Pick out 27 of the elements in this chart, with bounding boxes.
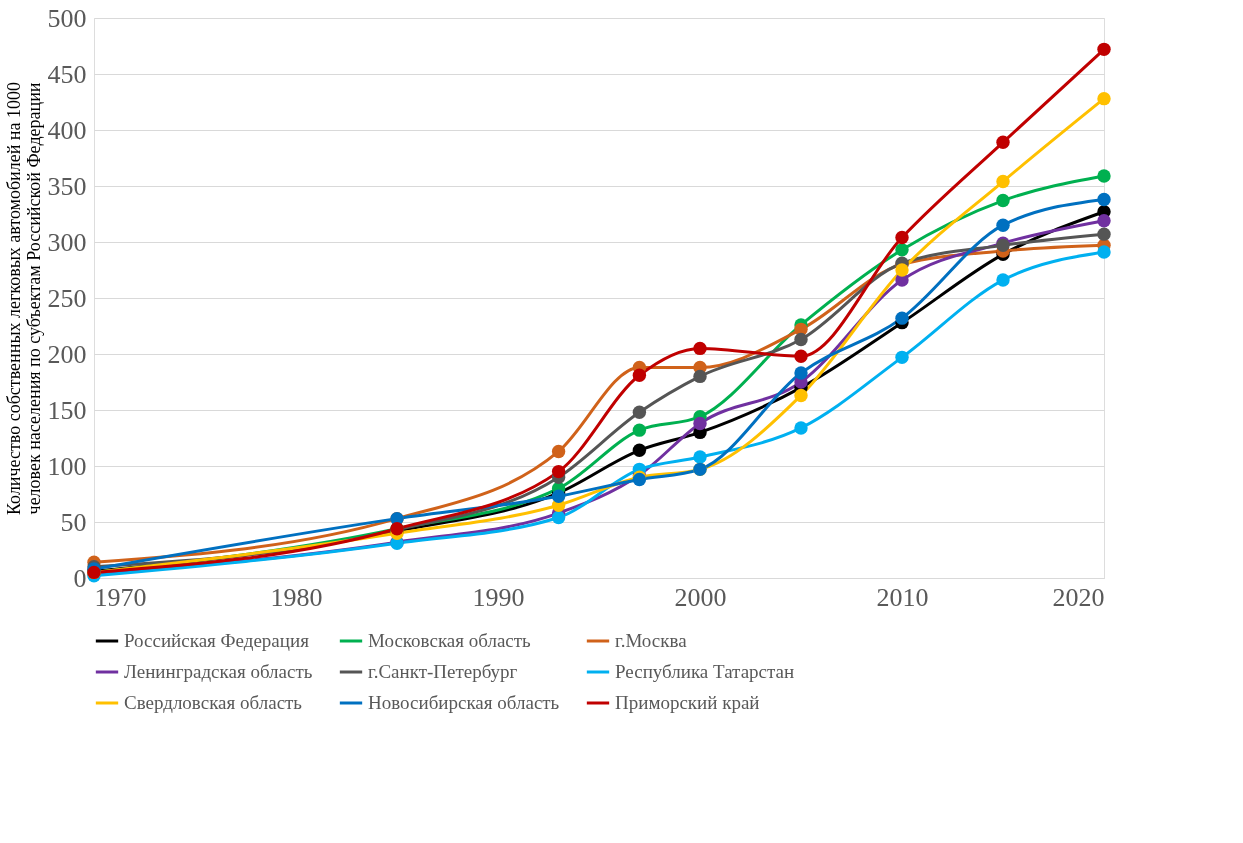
x-tick-label: 2010 (876, 582, 929, 612)
y-tick-label: 50 (60, 507, 87, 537)
legend-label: г.Москва (615, 630, 688, 651)
y-tick-label: 400 (47, 115, 87, 145)
legend-label: Московская область (368, 630, 532, 651)
x-tick-label: 1970 (94, 582, 147, 612)
y-tick-label: 150 (47, 395, 87, 425)
x-tick-label: 2020 (1052, 582, 1105, 612)
y-tick-label: 300 (47, 227, 87, 257)
y-tick-label: 500 (47, 3, 87, 33)
y-tick-label: 350 (47, 171, 87, 201)
legend-label: Ленинградская область (124, 661, 313, 682)
legend-label: Приморский край (615, 692, 760, 713)
y-tick-label: 450 (47, 59, 87, 89)
legend-label: Российская Федерация (124, 630, 310, 651)
legend-label: г.Санкт-Петербург (368, 661, 518, 682)
y-tick-label: 0 (73, 563, 87, 593)
y-tick-label: 100 (47, 451, 87, 481)
legend-label: Республика Татарстан (615, 661, 795, 682)
legend-label: Свердловская область (124, 692, 303, 713)
x-tick-label: 1990 (472, 582, 525, 612)
x-tick-label: 2000 (674, 582, 727, 612)
x-tick-label: 1980 (270, 582, 323, 612)
y-tick-label: 200 (47, 339, 87, 369)
y-axis-title: Количество собственных легковых автомобилей на 1000 человек населения по субъектам Российской Федерации (3, 82, 44, 515)
legend-label: Новосибирская область (368, 692, 560, 713)
y-tick-label: 250 (47, 283, 87, 313)
